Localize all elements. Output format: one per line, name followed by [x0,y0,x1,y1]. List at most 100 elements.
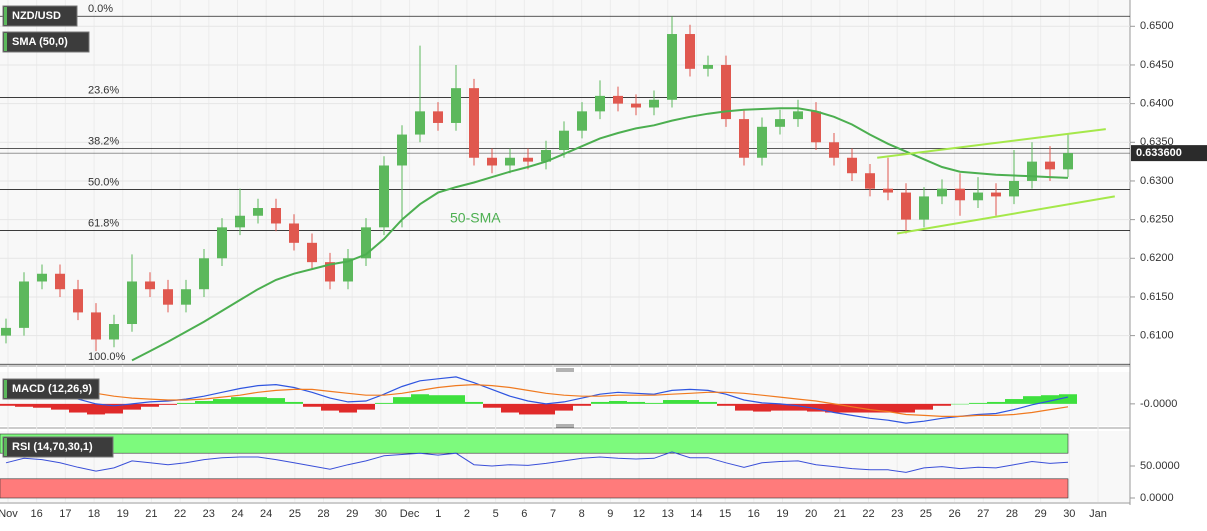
candle-body [73,289,83,313]
candle-body [973,192,983,201]
candle-body [451,88,461,123]
macd-bar [231,397,249,404]
candle-body [181,289,191,305]
x-tick-label: 6 [521,508,527,520]
legend-box [2,436,114,458]
macd-bar [141,403,159,407]
legend-swatch [4,33,7,51]
last-price-label: 0.633600 [1136,147,1182,159]
macd-bar [1041,395,1059,404]
macd-bar [969,402,987,404]
x-tick-label: 7 [550,508,556,520]
x-tick-label: 22 [174,508,186,520]
candle-body [757,126,767,158]
legend-box [2,378,100,400]
macd-bar [339,403,357,413]
x-tick-label: 17 [59,508,71,520]
candle-body [847,157,857,174]
x-tick-label: 14 [690,508,702,520]
y-tick-label: 0.6250 [1140,214,1174,226]
x-tick-label: 21 [834,508,846,520]
macd-bar [447,395,465,404]
y-tick-label: 0.6300 [1140,175,1174,187]
x-tick-label: 22 [862,508,874,520]
fib-label: 100.0% [88,351,126,363]
x-tick-label: 27 [977,508,989,520]
macd-bar [249,397,267,404]
macd-bar [843,403,861,413]
candle-body [109,324,119,340]
fib-label: 50.0% [88,176,119,188]
annotation: 50-SMA [450,210,501,226]
candle-body [163,289,173,305]
candle-body [127,281,137,325]
x-tick-label: 13 [662,508,674,520]
candle-body [703,64,713,69]
macd-bar [591,401,609,404]
macd-bar [0,403,15,406]
legend-label: SMA (50,0) [12,36,68,48]
macd-bar [753,403,771,412]
last-price-box [1131,145,1207,162]
y-tick-label: 0.6200 [1140,252,1174,264]
macd-bar [393,397,411,404]
legend-box [2,5,78,27]
candle-body [1045,161,1055,170]
resize-handle [556,368,574,428]
macd-bar [717,403,735,406]
x-tick-label: 16 [31,508,43,520]
macd-bar [807,403,825,412]
candle-body [685,34,695,69]
candle-body [433,111,443,123]
candle-body [991,192,1001,197]
macd-bar [861,403,879,413]
x-tick-label: 29 [346,508,358,520]
y-tick-label: 0.6450 [1140,59,1174,71]
candle-body [19,281,29,328]
x-tick-label: Nov [0,508,18,520]
candle-body [919,196,929,220]
candle-body [631,103,641,108]
candle-body [883,188,893,193]
candle-body [271,208,281,224]
macd-bar [105,403,123,414]
macd-bar [645,402,663,404]
macd-bar [771,403,789,411]
x-tick-label: 21 [145,508,157,520]
x-tick-label: 20 [805,508,817,520]
x-tick-label: 2 [464,508,470,520]
trend-line [877,128,1106,159]
candle-body [55,273,65,290]
macd-bar [51,403,69,410]
candle-body [829,142,839,158]
candle-body [595,95,605,112]
candle-body [613,95,623,104]
candle-body [865,173,875,189]
macd-bar [735,403,753,411]
macd-bar [483,403,501,408]
candle-body [667,34,677,100]
candle-body [793,111,803,120]
macd-bar [897,403,915,413]
macd-bar [1023,396,1041,404]
candle-body [487,157,497,166]
fib-label: 23.6% [88,84,119,96]
candle-body [397,134,407,166]
x-tick-label: Dec [400,508,420,520]
candle-body [955,188,965,201]
fib-label: 0.0% [88,3,113,15]
x-tick-label: 24 [231,508,243,520]
macd-bar [879,403,897,413]
x-tick-label: 1 [435,508,441,520]
macd-bar [177,402,195,404]
y-tick-label: 0.6500 [1140,20,1174,32]
candle-body [811,111,821,143]
candle-body [1009,180,1019,197]
candle-body [1,327,11,336]
candle-body [937,188,947,197]
macd-bar [699,401,717,404]
candle-body [415,111,425,135]
x-tick-label: 19 [776,508,788,520]
macd-bar [573,403,591,406]
x-tick-label: 30 [375,508,387,520]
